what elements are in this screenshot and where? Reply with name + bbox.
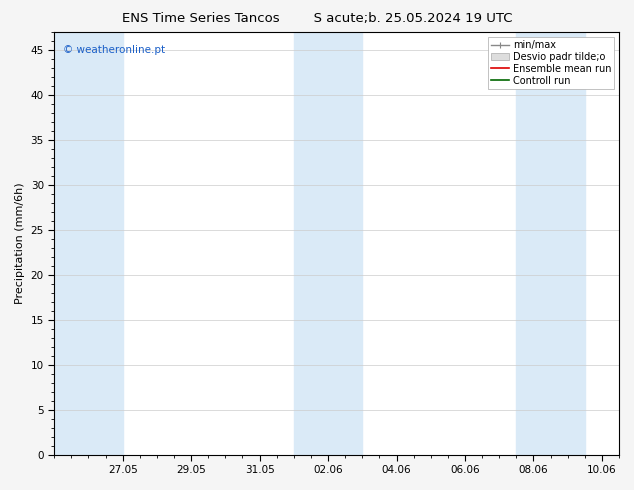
Bar — [55, 32, 123, 455]
Text: ENS Time Series Tancos        S acute;b. 25.05.2024 19 UTC: ENS Time Series Tancos S acute;b. 25.05.… — [122, 12, 512, 25]
Y-axis label: Precipitation (mm/6h): Precipitation (mm/6h) — [15, 183, 25, 304]
Text: © weatheronline.pt: © weatheronline.pt — [63, 45, 165, 55]
Bar — [516, 32, 585, 455]
Legend: min/max, Desvio padr tilde;o, Ensemble mean run, Controll run: min/max, Desvio padr tilde;o, Ensemble m… — [488, 37, 614, 89]
Bar — [294, 32, 362, 455]
